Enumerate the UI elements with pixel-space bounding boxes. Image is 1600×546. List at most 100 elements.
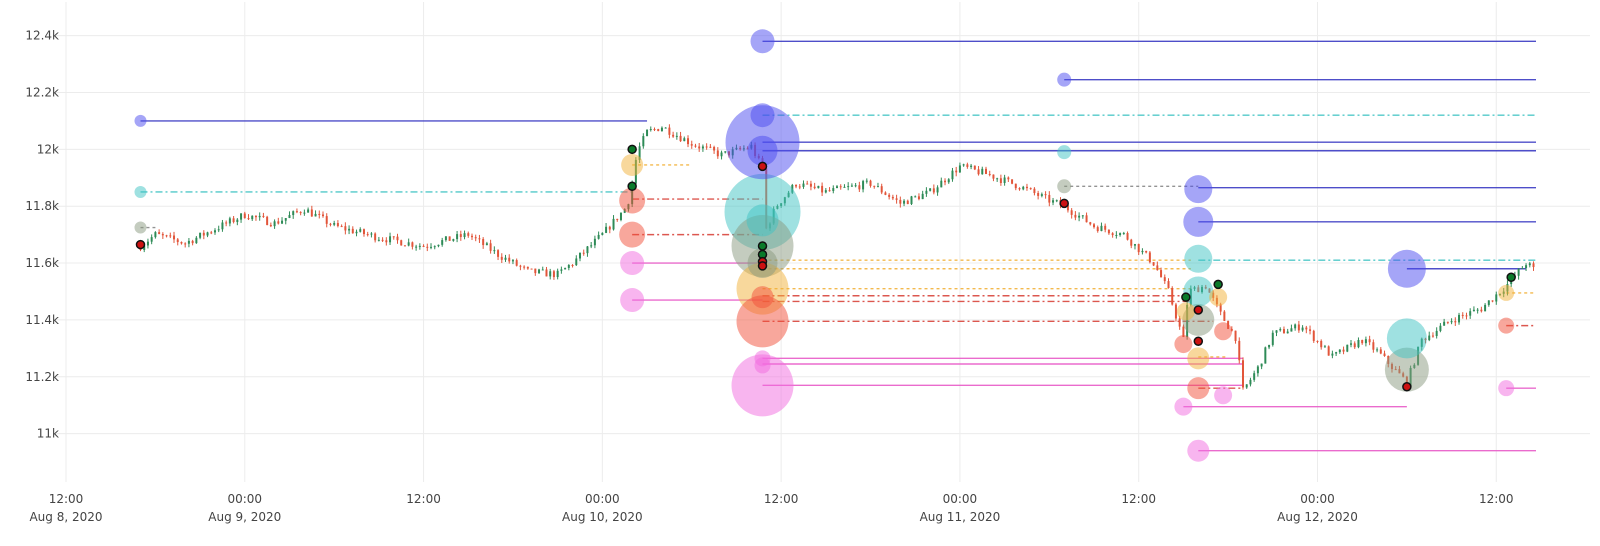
candle-body [936,187,939,193]
candle-body [962,164,965,166]
candle-body [649,129,652,131]
bubble [747,135,778,166]
candle-body [1126,233,1129,240]
candle-body [1495,294,1498,302]
candle-body [213,230,216,233]
candle-body [284,218,287,221]
candle-body [377,239,380,241]
y-tick-label: 11.6k [25,256,59,270]
candle-body [921,193,924,200]
candle-body [605,226,608,233]
candle-body [1145,250,1148,253]
candle-body [914,196,917,198]
candle-body [1156,265,1159,271]
bubble [1214,386,1233,405]
candle-body [1435,330,1438,337]
candle-body [1461,314,1464,316]
candle-body [1323,346,1326,348]
candle-body [564,267,567,270]
bubble [754,357,771,374]
signal-marker [1193,336,1204,347]
candle-body [672,134,675,137]
signal-marker [757,161,768,172]
bubble [619,187,646,214]
candle-body [1446,321,1449,323]
candle-body [474,237,477,239]
candle-body [500,256,503,260]
y-tick-label: 12.2k [25,85,59,99]
bubble [750,29,775,54]
candle-body [687,138,690,145]
candle-body [1431,335,1434,337]
candle-body [497,250,500,257]
candle-body [1301,327,1304,331]
candle-body [1361,340,1364,344]
candle-body [1070,210,1073,215]
candle-body [1312,330,1315,341]
level-lines [140,40,1536,452]
candle-body [437,244,440,247]
candle-body [1223,311,1226,321]
candle-body [888,194,891,197]
y-axis: 11k 11.2k 11.4k 11.6k 11.8k 12k 12.2k 12.4k [25,29,59,441]
candle-body [1249,379,1252,385]
signal-markers [135,144,1516,392]
candle-body [642,136,645,147]
candle-body [292,211,295,216]
candle-body [161,234,164,236]
candle-body [1040,194,1043,196]
candle-body [970,165,973,167]
candle-body [359,229,362,232]
candle-body [288,215,291,219]
candle-body [601,232,604,235]
candle-body [951,170,954,180]
candle-body [847,186,850,188]
x-tick-label: 12:00 [764,492,799,506]
candle-body [541,269,544,271]
signal-marker [1181,292,1191,302]
candle-body [1268,344,1271,348]
candle-body [903,200,906,204]
candle-body [683,138,686,142]
candle-body [362,229,365,235]
candle-body [880,186,883,193]
candle-body [1260,363,1263,367]
bubble [1498,380,1515,397]
candle-body [839,186,842,188]
candle-body [187,240,190,244]
candle-body [1305,327,1308,330]
candle-body [1383,353,1386,356]
candle-body [467,233,470,236]
candle-body [638,146,641,160]
candle-body [1107,229,1110,234]
candle-body [1096,227,1099,232]
signal-marker [135,239,146,250]
candle-body [1011,179,1014,184]
candle-body [150,237,153,242]
candle-body [1167,281,1170,289]
candle-body [1160,270,1163,278]
bubble [134,185,147,198]
candle-body [616,218,619,220]
candle-body [1290,328,1293,332]
candle-body [1282,329,1285,334]
candle-body [958,165,961,173]
candle-body [195,237,198,244]
candle-body [254,215,257,218]
candle-body [1152,262,1155,266]
candle-body [1465,315,1468,317]
candle-body [947,179,950,183]
candle-body [240,213,243,220]
bubble [731,354,794,417]
candle-body [1163,277,1166,282]
candle-body [452,239,455,241]
candle-body [459,234,462,238]
candle-body [977,169,980,175]
candle-body [1178,318,1181,327]
candle-body [999,178,1002,183]
candle-body [876,186,879,188]
candle-body [899,199,902,204]
y-tick-label: 11.4k [25,313,59,327]
candle-body [996,178,999,180]
